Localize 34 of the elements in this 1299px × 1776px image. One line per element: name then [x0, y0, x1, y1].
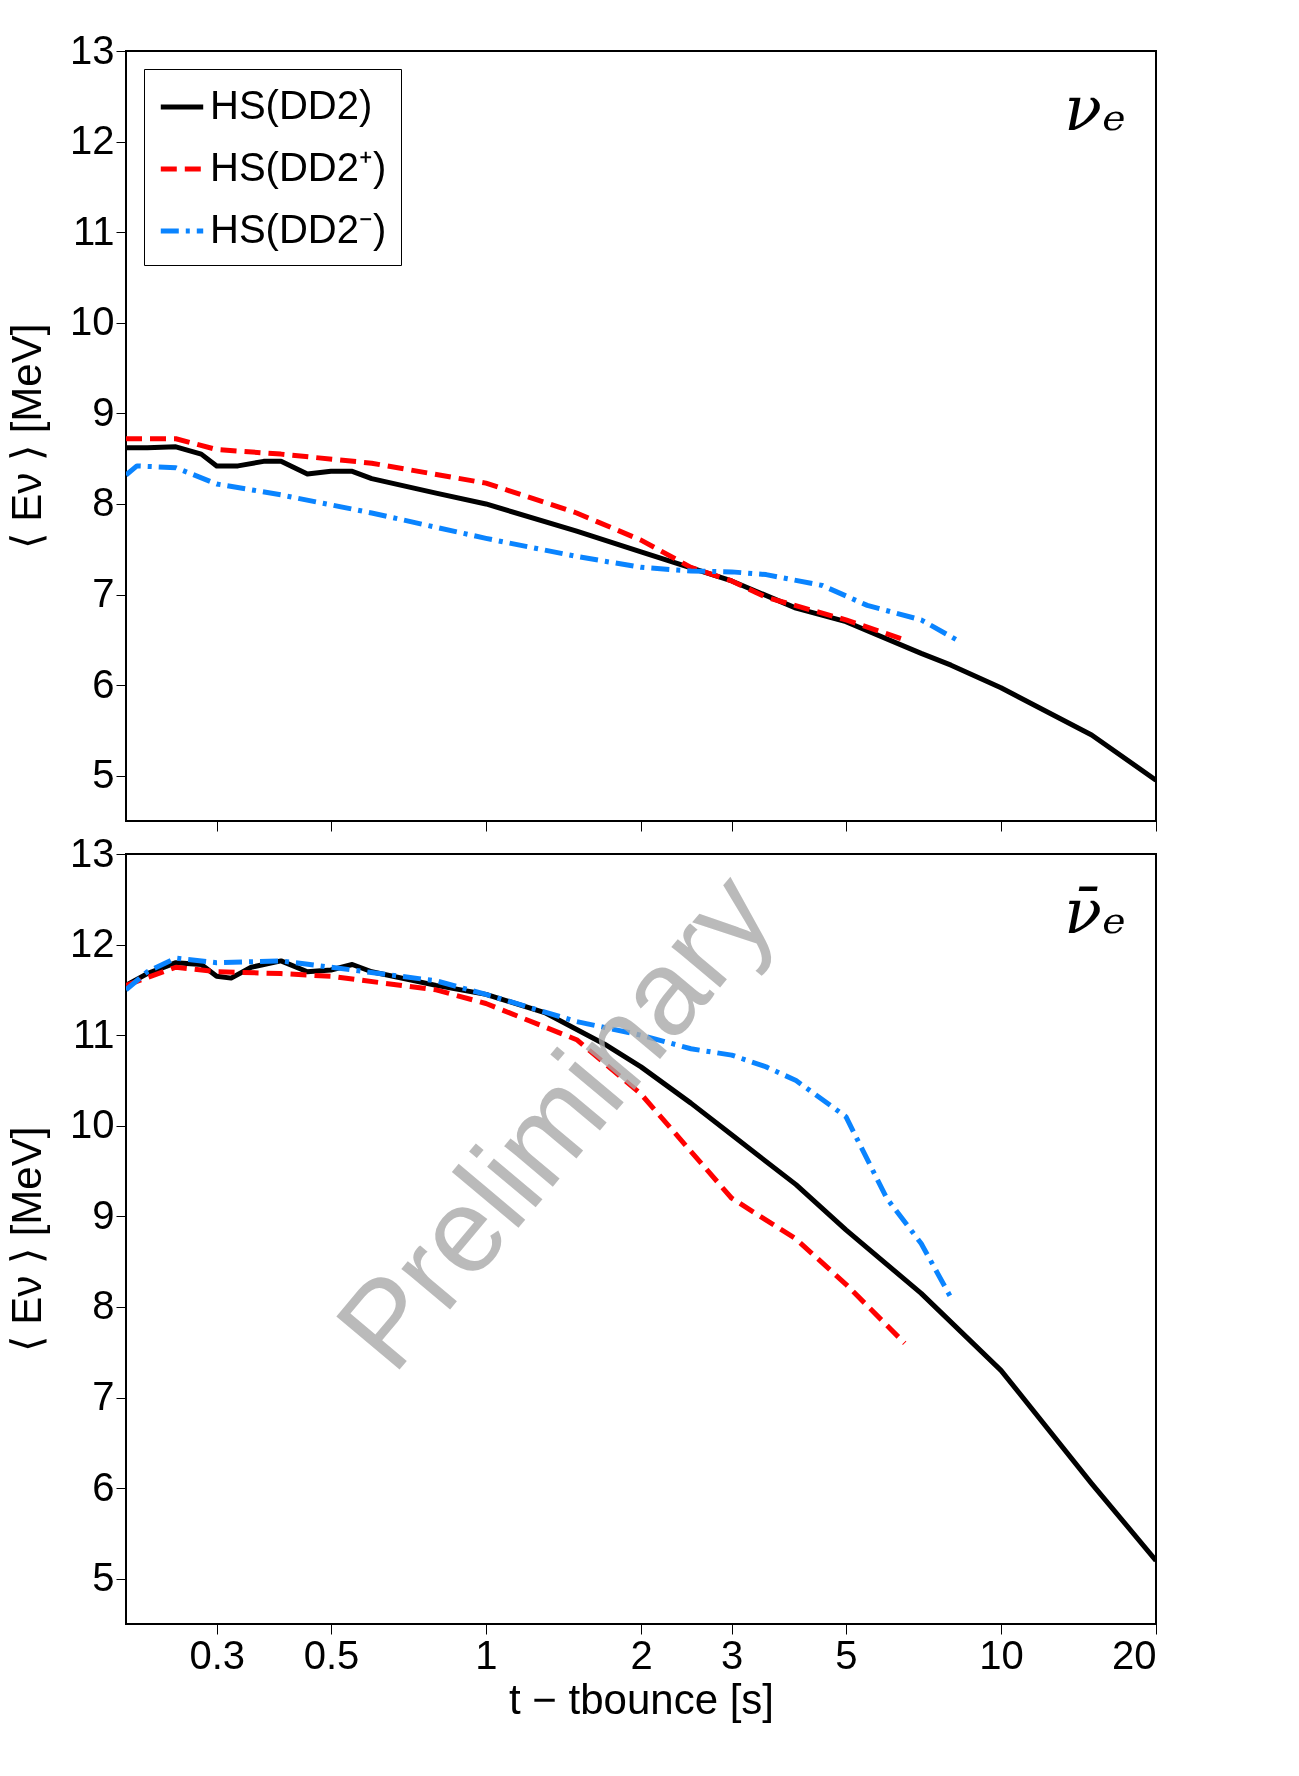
- x-tick-label: 3: [721, 1632, 744, 1677]
- y-tick-label: 12: [70, 921, 115, 966]
- y-tick-label: 7: [92, 571, 115, 616]
- y-tick-label: 9: [92, 1192, 115, 1237]
- y-tick-label: 7: [92, 1374, 115, 1419]
- y-tick-label: 8: [92, 1283, 115, 1328]
- x-tick-label: 2: [630, 1632, 653, 1677]
- x-tick-label: 1: [475, 1632, 498, 1677]
- y-tick-label: 5: [92, 752, 115, 797]
- y-tick-label: 13: [70, 830, 115, 875]
- y-tick-label: 10: [70, 299, 115, 344]
- legend-label: HS(DD2): [210, 83, 373, 127]
- x-tick-label: 0.3: [189, 1632, 245, 1677]
- y-tick-label: 6: [92, 1464, 115, 1509]
- annotation: ν̄ₑ: [1064, 875, 1126, 948]
- legend-label: HS(DD2⁺): [210, 145, 387, 189]
- x-tick-label: 0.5: [303, 1632, 360, 1677]
- y-tick-label: 12: [70, 118, 115, 163]
- y-tick-label: 11: [72, 208, 115, 253]
- legend-label: HS(DD2⁻): [210, 207, 387, 251]
- y-axis-title: ⟨ Eν ⟩ [MeV]: [3, 1126, 51, 1353]
- y-tick-label: 10: [70, 1102, 115, 1147]
- y-tick-label: 8: [92, 480, 115, 525]
- y-axis-title: ⟨ Eν ⟩ [MeV]: [3, 323, 51, 550]
- x-tick-label: 20: [1112, 1632, 1157, 1677]
- annotation: νₑ: [1064, 72, 1126, 145]
- x-axis-title: t − tbounce [s]: [508, 1675, 775, 1723]
- y-tick-label: 11: [72, 1011, 115, 1056]
- y-tick-label: 5: [92, 1555, 115, 1600]
- y-tick-label: 13: [70, 27, 115, 72]
- x-tick-label: 5: [835, 1632, 858, 1677]
- y-tick-label: 9: [92, 389, 115, 434]
- x-tick-label: 10: [979, 1632, 1024, 1677]
- y-tick-label: 6: [92, 661, 115, 706]
